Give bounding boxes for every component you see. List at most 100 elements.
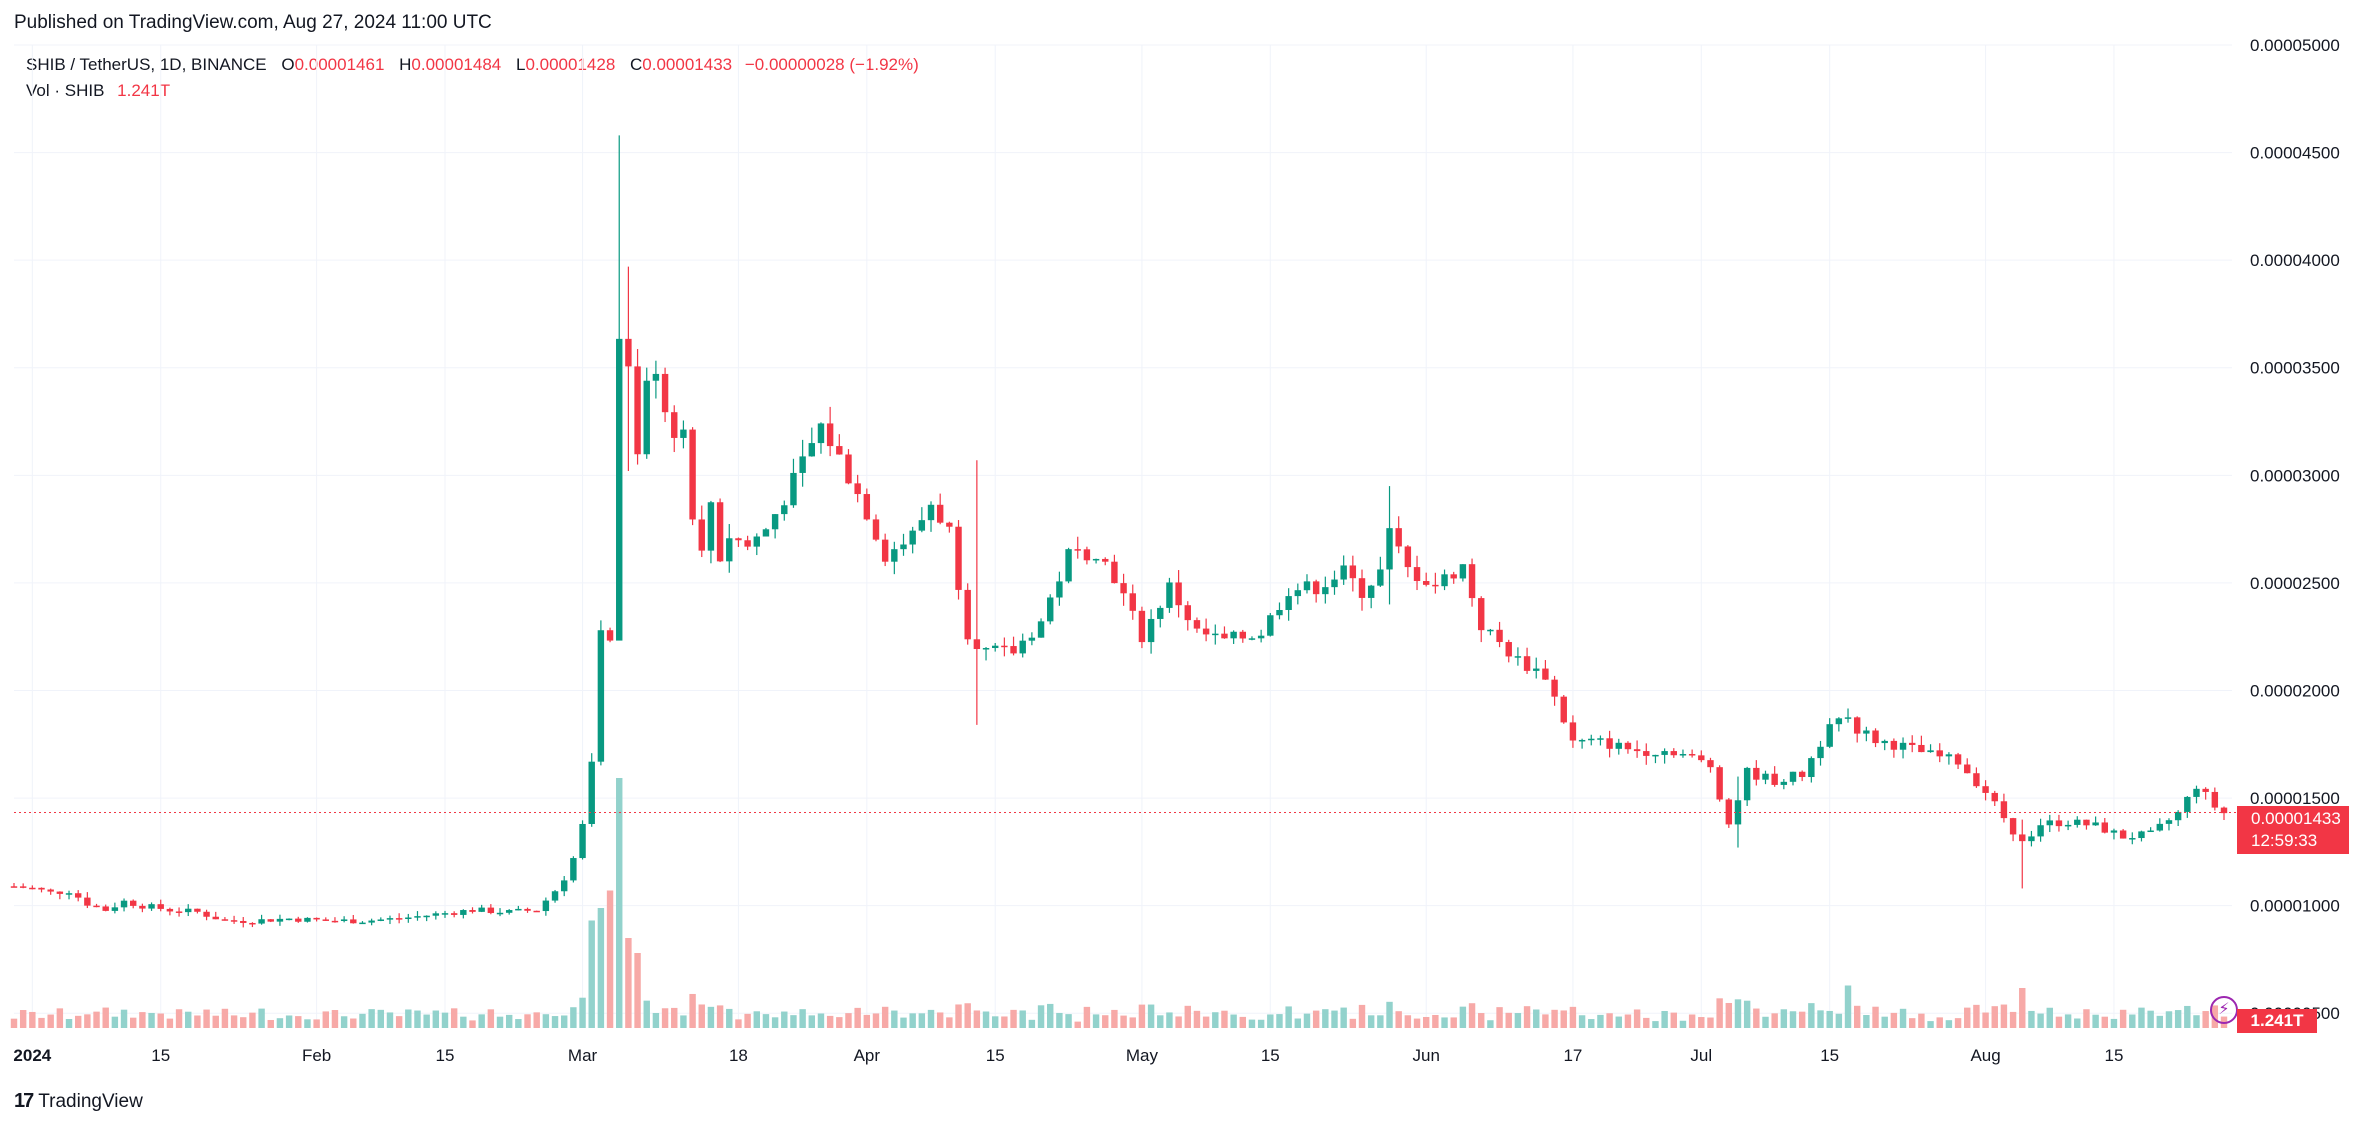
- candle-body: [1102, 558, 1109, 562]
- x-tick-label: Jul: [1690, 1046, 1712, 1065]
- candle-body: [991, 645, 999, 649]
- volume-bar: [1606, 1013, 1613, 1028]
- volume-bar: [2156, 1015, 2164, 1028]
- candle-body: [918, 520, 926, 531]
- x-tick-label: 18: [729, 1046, 748, 1065]
- volume-bar: [2046, 1007, 2053, 1028]
- candle-body: [377, 919, 385, 921]
- candle-body: [964, 589, 971, 640]
- volume-bar: [707, 1006, 715, 1028]
- open-label: O: [281, 55, 295, 74]
- candle-body: [2129, 838, 2136, 840]
- candle-body: [1193, 620, 1201, 629]
- candle-body: [322, 919, 329, 921]
- candle-body: [478, 907, 485, 912]
- volume-bar: [955, 1004, 962, 1028]
- volume-bar: [1771, 1013, 1778, 1028]
- candle-body: [1964, 764, 1971, 774]
- lightning-icon[interactable]: ⚡: [2210, 996, 2238, 1024]
- volume-bar: [1936, 1017, 1943, 1028]
- x-tick-label: Jun: [1412, 1046, 1439, 1065]
- volume-bar: [505, 1014, 513, 1028]
- volume-bar: [1835, 1013, 1843, 1028]
- candle-body: [1358, 578, 1366, 598]
- volume-bar: [1037, 1005, 1045, 1028]
- volume-bar: [680, 1015, 687, 1028]
- volume-bar: [47, 1014, 54, 1028]
- tradingview-logo[interactable]: 17 TradingView: [14, 1090, 143, 1113]
- candle-body: [671, 412, 678, 438]
- volume-bar: [65, 1019, 73, 1028]
- volume-bar: [1267, 1014, 1274, 1028]
- volume-bar: [1202, 1016, 1210, 1028]
- volume-bar: [551, 1016, 559, 1028]
- candle-body: [2147, 830, 2154, 833]
- candle-body: [570, 858, 577, 881]
- candle-body: [1267, 615, 1274, 636]
- candle-body: [1743, 767, 1751, 801]
- candle-body: [533, 910, 540, 913]
- volume-bar: [1679, 1020, 1687, 1028]
- volume-bar: [1404, 1015, 1412, 1028]
- volume-bar: [120, 1009, 128, 1028]
- volume-value: 1.241T: [117, 81, 171, 100]
- candle-body: [1248, 638, 1256, 640]
- candle-body: [1771, 773, 1778, 785]
- candle-body: [753, 536, 760, 547]
- low-value: 0.00001428: [525, 55, 616, 74]
- candle-body: [927, 504, 935, 521]
- candle-body: [1808, 758, 1815, 778]
- candle-body: [1312, 581, 1320, 595]
- candle-body: [19, 886, 27, 888]
- candle-body: [2138, 831, 2145, 839]
- volume-bar: [1725, 1002, 1733, 1028]
- candle-body: [194, 908, 201, 912]
- volume-bar: [1863, 1015, 1870, 1028]
- y-tick-label: 0.00004500: [2250, 144, 2340, 163]
- volume-bar: [469, 1020, 476, 1028]
- volume-bar: [1743, 1000, 1751, 1028]
- volume-bar: [1377, 1015, 1384, 1028]
- volume-bar: [652, 1012, 660, 1028]
- volume-bar: [1633, 1009, 1641, 1028]
- volume-bar: [1239, 1016, 1247, 1028]
- volume-bar: [1551, 1009, 1558, 1028]
- volume-bar: [606, 890, 614, 1028]
- volume-bar: [359, 1013, 366, 1028]
- x-tick-label: 15: [1820, 1046, 1839, 1065]
- candle-body: [973, 639, 981, 650]
- candle-body: [1377, 569, 1384, 586]
- volume-bar: [1322, 1009, 1329, 1028]
- volume-label[interactable]: Vol · SHIB: [26, 81, 105, 100]
- candle-body: [359, 922, 366, 925]
- candle-body: [1734, 800, 1742, 825]
- symbol-label[interactable]: SHIB / TetherUS, 1D, BINANCE: [26, 55, 267, 74]
- volume-bar: [1111, 1009, 1118, 1028]
- candle-body: [863, 494, 871, 520]
- candle-body: [1331, 579, 1338, 588]
- candle-body: [1835, 718, 1843, 725]
- volume-bar: [157, 1013, 164, 1028]
- x-tick-label: 15: [1261, 1046, 1280, 1065]
- volume-bar: [2037, 1013, 2044, 1028]
- volume-bar: [221, 1008, 229, 1028]
- candle-body: [661, 373, 669, 413]
- y-tick-label: 0.00001000: [2250, 897, 2340, 916]
- volume-bar: [1514, 1013, 1522, 1028]
- candle-body: [157, 904, 164, 909]
- volume-bar: [1826, 1010, 1833, 1028]
- candle-body: [1074, 549, 1081, 551]
- candle-body: [1698, 755, 1705, 761]
- candle-body: [2220, 807, 2228, 814]
- x-tick-label: Mar: [568, 1046, 598, 1065]
- change-value: −0.00000028 (−1.92%): [744, 55, 919, 74]
- volume-bar: [1303, 1013, 1311, 1028]
- volume-bar: [2000, 1004, 2008, 1028]
- candle-body: [1404, 546, 1412, 568]
- candle-body: [1551, 679, 1558, 697]
- x-tick-label: 15: [2104, 1046, 2123, 1065]
- candle-body: [634, 366, 641, 455]
- candle-body: [2064, 824, 2072, 827]
- candle-body: [386, 918, 394, 920]
